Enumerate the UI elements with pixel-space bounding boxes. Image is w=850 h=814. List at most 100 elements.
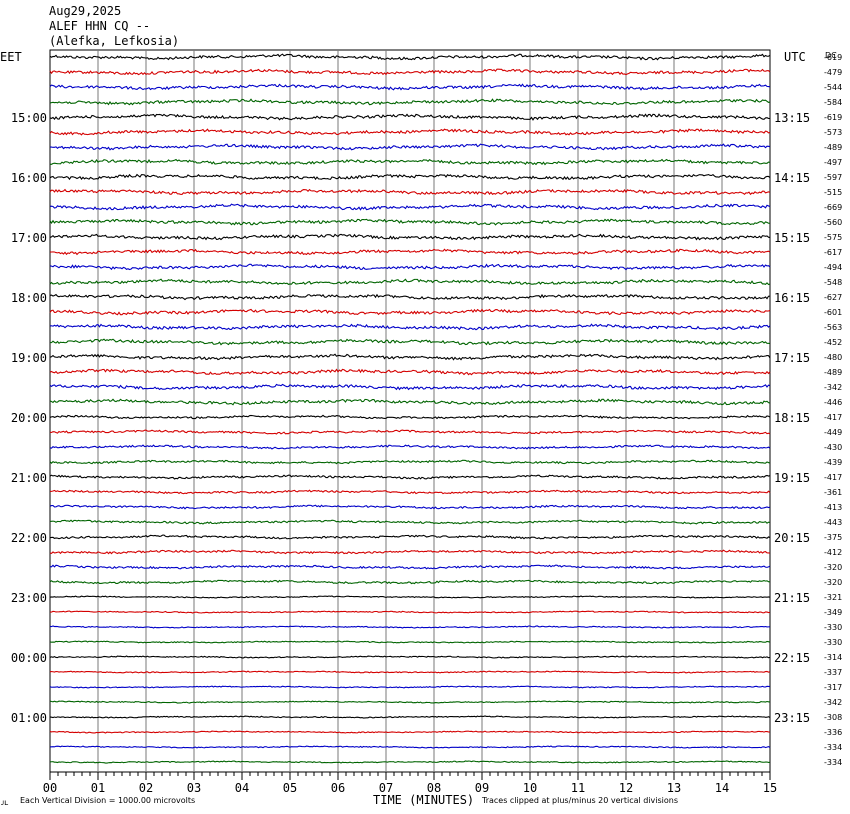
utc-time-label: 13:15 xyxy=(774,111,810,125)
dc-offset-label: -573 xyxy=(824,128,842,137)
eet-time-label: 19:00 xyxy=(11,351,47,365)
trace-line xyxy=(49,745,771,749)
trace-line xyxy=(49,474,771,480)
dc-offset-label: -619 xyxy=(824,53,842,62)
dc-offset-label: -627 xyxy=(824,293,842,302)
dc-offset-label: -320 xyxy=(824,563,842,572)
trace-line xyxy=(49,760,771,764)
trace-line xyxy=(49,233,771,241)
dc-axis-label: DC xyxy=(825,51,837,60)
trace-line xyxy=(49,398,771,406)
plot-frame xyxy=(49,49,771,773)
eet-time-label: 00:00 xyxy=(11,651,47,665)
x-tick-label: 15 xyxy=(763,781,777,795)
dc-offset-label: -349 xyxy=(824,608,842,617)
x-tick-label: 06 xyxy=(331,781,345,795)
dc-offset-label: -497 xyxy=(824,158,842,167)
station-label: ALEF HHN CQ -- xyxy=(49,19,151,33)
dc-offset-label: -619 xyxy=(824,113,842,122)
dc-offset-label: -449 xyxy=(824,428,842,437)
dc-offset-label: -446 xyxy=(824,398,842,407)
x-tick-label: 05 xyxy=(283,781,297,795)
dc-offset-label: -412 xyxy=(824,548,842,557)
x-tick-label: 13 xyxy=(667,781,681,795)
x-tick-label: 14 xyxy=(715,781,729,795)
utc-time-label: 15:15 xyxy=(774,231,810,245)
dc-offset-label: -548 xyxy=(824,278,842,287)
dc-offset-label: -336 xyxy=(824,728,842,737)
eet-axis-label: EET xyxy=(0,50,22,64)
clip-note: Traces clipped at plus/minus 20 vertical… xyxy=(482,796,679,805)
eet-time-label: 22:00 xyxy=(11,531,47,545)
dc-offset-label: -430 xyxy=(824,443,842,452)
dc-offset-label: -479 xyxy=(824,68,842,77)
dc-offset-label: -489 xyxy=(824,368,842,377)
trace-line xyxy=(49,53,771,61)
eet-time-label: 17:00 xyxy=(11,231,47,245)
trace-line xyxy=(49,414,771,420)
dc-offset-label: -417 xyxy=(824,413,842,422)
x-tick-label: 00 xyxy=(43,781,57,795)
trace-line xyxy=(49,248,771,256)
trace-line xyxy=(49,218,771,226)
dc-offset-label: -413 xyxy=(824,503,842,512)
trace-line xyxy=(49,685,771,689)
x-tick-label: 07 xyxy=(379,781,393,795)
eet-time-label: 20:00 xyxy=(11,411,47,425)
dc-offset-label: -560 xyxy=(824,218,842,227)
dc-offset-label: -330 xyxy=(824,623,842,632)
dc-offset-label: -617 xyxy=(824,248,842,257)
location-label: (Alefka, Lefkosia) xyxy=(49,34,180,48)
trace-line xyxy=(49,534,771,540)
dc-offset-label: -361 xyxy=(824,488,842,497)
utc-axis-label: UTC xyxy=(784,50,806,64)
eet-time-label: 15:00 xyxy=(11,111,47,125)
trace-line xyxy=(50,338,771,346)
dc-offset-label: -334 xyxy=(824,758,842,767)
x-tick-label: 08 xyxy=(427,781,441,795)
eet-time-label: 16:00 xyxy=(11,171,47,185)
utc-time-label: 16:15 xyxy=(774,291,810,305)
trace-line xyxy=(49,640,771,644)
x-axis-title: TIME (MINUTES) xyxy=(373,793,475,807)
dc-offset-label: -544 xyxy=(824,83,842,92)
trace-line xyxy=(49,203,771,211)
dc-offset-label: -417 xyxy=(824,473,842,482)
trace-line xyxy=(49,113,771,121)
date-label: Aug29,2025 xyxy=(49,4,122,18)
utc-time-label: 14:15 xyxy=(774,171,810,185)
trace-line xyxy=(49,128,771,136)
trace-line xyxy=(49,83,771,91)
trace-line xyxy=(49,700,771,704)
eet-time-label: 18:00 xyxy=(11,291,47,305)
trace-line xyxy=(49,293,771,301)
trace-line xyxy=(49,715,771,719)
trace-line xyxy=(49,459,771,465)
trace-line xyxy=(49,188,771,196)
dc-offset-label: -320 xyxy=(824,578,842,587)
utc-time-label: 21:15 xyxy=(774,591,810,605)
trace-line xyxy=(49,323,771,331)
utc-time-label: 22:15 xyxy=(774,651,810,665)
eet-time-label: 21:00 xyxy=(11,471,47,485)
trace-line xyxy=(49,308,771,316)
dc-offset-label: -330 xyxy=(824,638,842,647)
dc-offset-label: -321 xyxy=(824,593,842,602)
dc-offset-label: -669 xyxy=(824,203,842,212)
trace-line xyxy=(49,98,771,106)
trace-line xyxy=(49,670,771,674)
x-tick-label: 03 xyxy=(187,781,201,795)
corner-mark: ᴊʟ xyxy=(1,798,9,807)
dc-offset-label: -334 xyxy=(824,743,842,752)
utc-time-label: 20:15 xyxy=(774,531,810,545)
dc-offset-label: -584 xyxy=(824,98,842,107)
dc-offset-label: -452 xyxy=(824,338,842,347)
dc-offset-label: -494 xyxy=(824,263,842,272)
utc-time-label: 18:15 xyxy=(774,411,810,425)
trace-line xyxy=(49,368,771,376)
trace-line xyxy=(49,444,771,450)
trace-line xyxy=(49,579,771,585)
dc-offset-label: -342 xyxy=(824,383,842,392)
trace-line xyxy=(49,278,771,286)
